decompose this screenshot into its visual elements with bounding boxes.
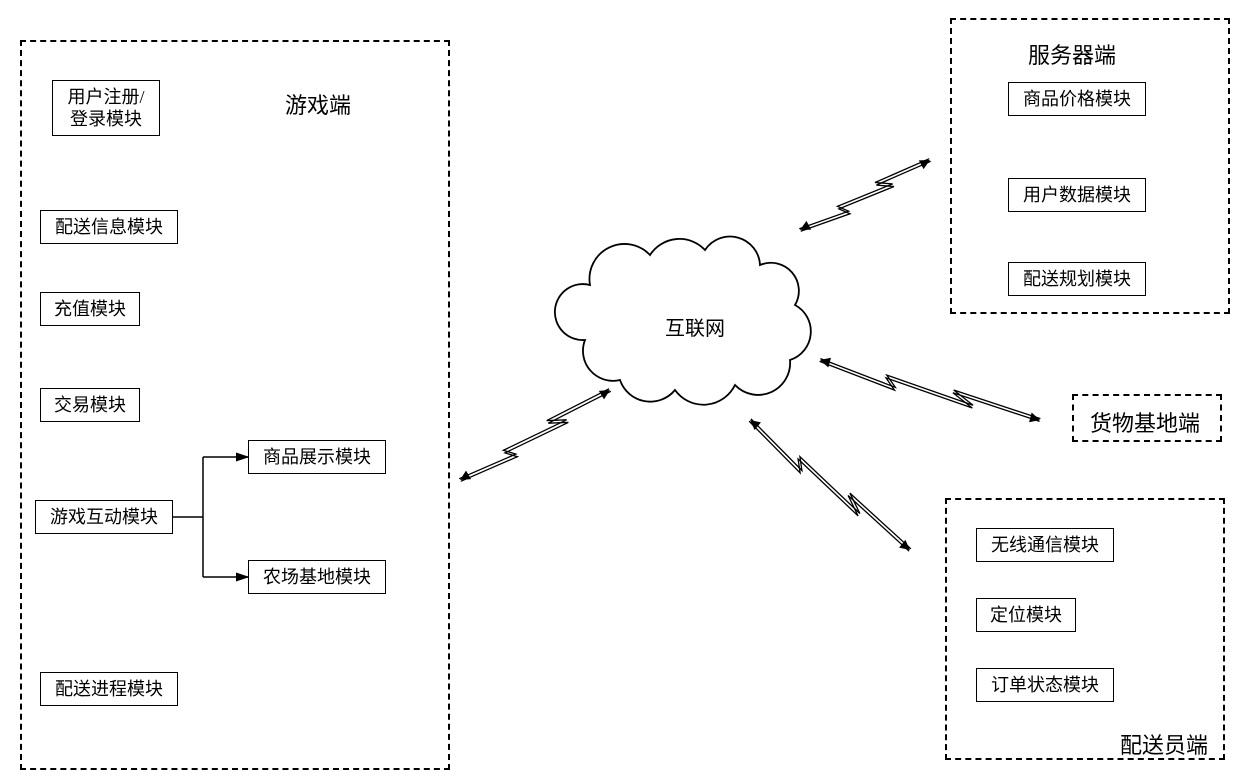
module-userdata: 用户数据模块 bbox=[1008, 178, 1146, 212]
module-product-show: 商品展示模块 bbox=[248, 440, 386, 474]
goodsbase-title: 货物基地端 bbox=[1090, 406, 1200, 438]
module-price: 商品价格模块 bbox=[1008, 82, 1146, 116]
cloud-label: 互联网 bbox=[665, 312, 725, 341]
module-register: 用户注册/登录模块 bbox=[52, 80, 160, 136]
module-order-status: 订单状态模块 bbox=[976, 668, 1114, 702]
module-gps: 定位模块 bbox=[976, 598, 1076, 632]
module-wireless: 无线通信模块 bbox=[976, 528, 1114, 562]
module-farm-base: 农场基地模块 bbox=[248, 560, 386, 594]
server-title: 服务器端 bbox=[1028, 38, 1116, 70]
module-trade: 交易模块 bbox=[40, 388, 140, 422]
module-delivery-progress: 配送进程模块 bbox=[40, 672, 178, 706]
module-interact: 游戏互动模块 bbox=[35, 500, 173, 534]
module-delivery-info: 配送信息模块 bbox=[40, 210, 178, 244]
module-recharge: 充值模块 bbox=[40, 292, 140, 326]
game-title: 游戏端 bbox=[285, 88, 351, 120]
module-delivery-plan: 配送规划模块 bbox=[1008, 262, 1146, 296]
courier-title: 配送员端 bbox=[1120, 728, 1208, 760]
